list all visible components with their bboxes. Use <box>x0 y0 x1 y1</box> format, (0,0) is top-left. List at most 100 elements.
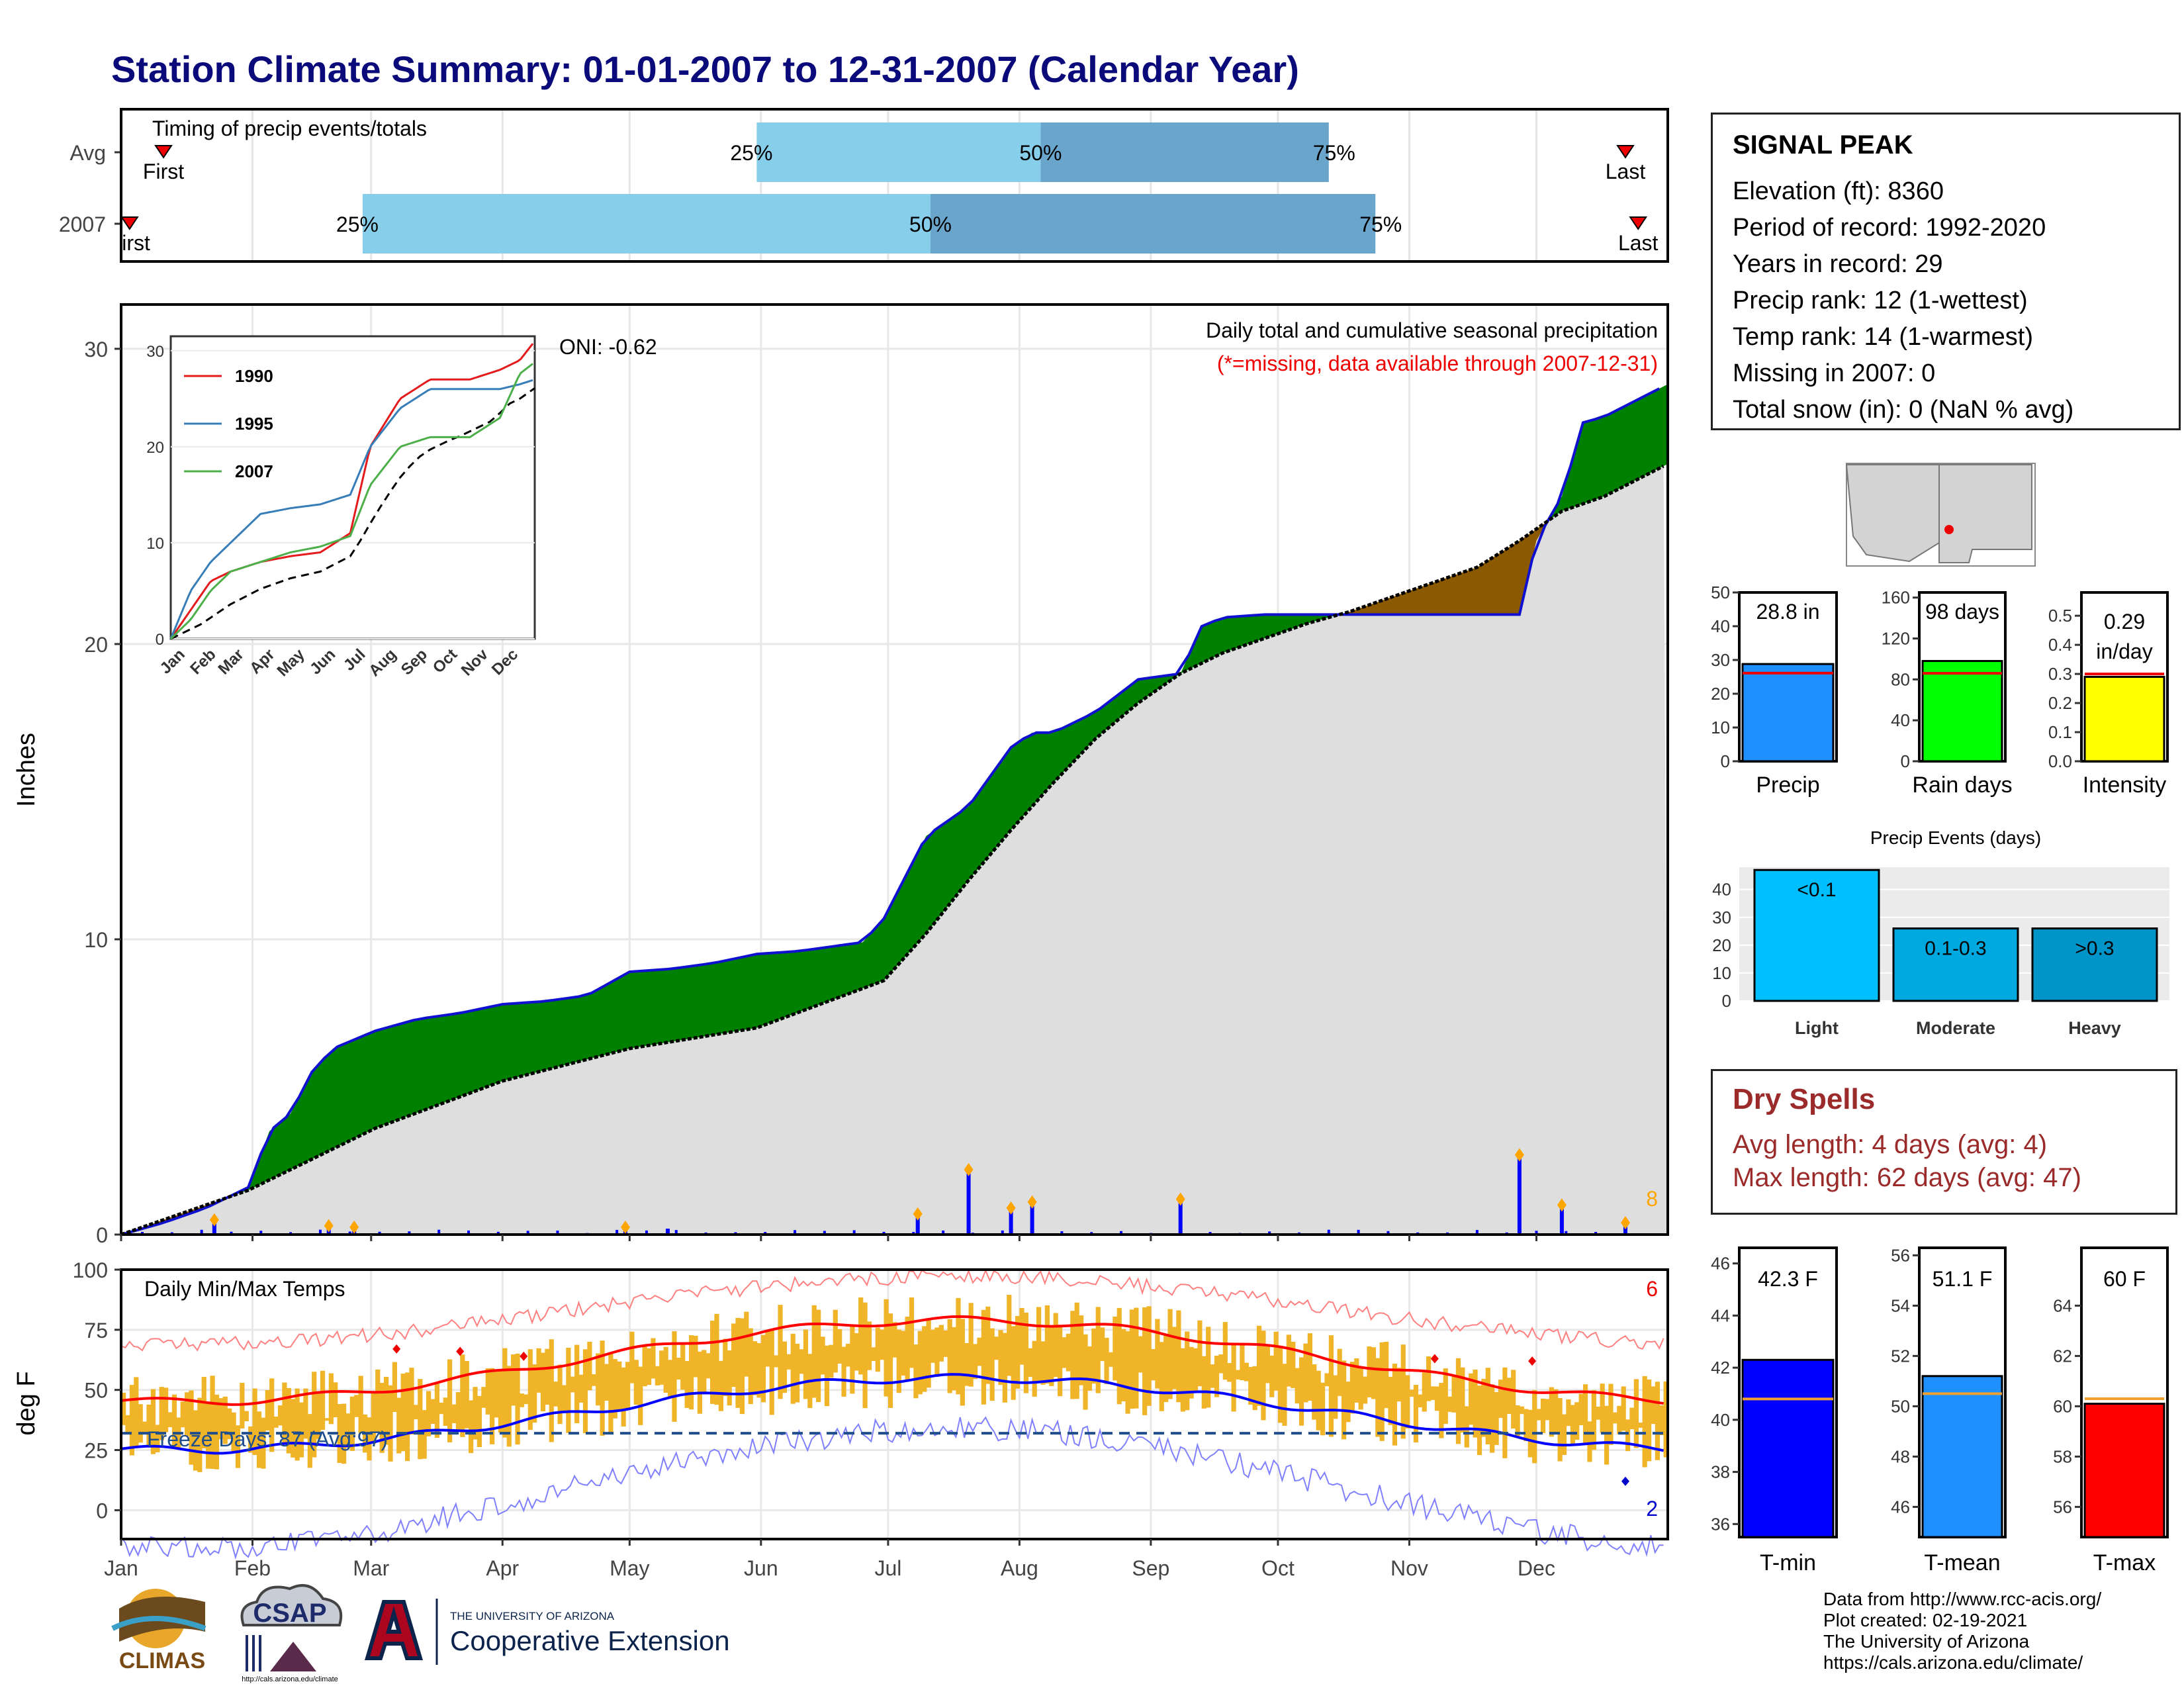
daily-temp-range-bar <box>1189 1346 1194 1399</box>
event-marker <box>1175 1192 1185 1206</box>
mini-ytick-label: 30 <box>1711 650 1730 670</box>
daily-temp-range-bar <box>282 1382 287 1444</box>
events-title: Precip Events (days) <box>1870 827 2041 848</box>
daily-temp-range-bar <box>1506 1378 1512 1414</box>
daily-temp-range-bar <box>566 1348 571 1433</box>
events-bar-label: >0.3 <box>2075 938 2114 960</box>
daily-temp-range-bar <box>367 1417 372 1461</box>
daily-temp-range-bar <box>778 1305 783 1399</box>
daily-temp-range-bar <box>490 1368 495 1444</box>
daily-temp-range-bar <box>964 1342 970 1386</box>
credit-line: The University of Arizona <box>1823 1631 2030 1652</box>
daily-temp-range-bar <box>1392 1364 1398 1446</box>
daily-temp-range-bar <box>477 1395 482 1448</box>
daily-temp-range-bar <box>1574 1402 1580 1440</box>
daily-temp-range-bar <box>934 1327 940 1377</box>
daily-temp-range-bar <box>337 1404 342 1464</box>
daily-temp-range-bar <box>1273 1331 1279 1391</box>
daily-temp-range-bar <box>1062 1337 1067 1368</box>
daily-temp-range-bar <box>328 1373 334 1425</box>
daily-temp-range-bar <box>320 1370 326 1430</box>
daily-temp-range-bar <box>269 1378 275 1452</box>
ua-big-text: Cooperative Extension <box>450 1625 730 1656</box>
daily-temp-range-bar <box>587 1341 592 1391</box>
daily-precip-bar <box>348 1231 351 1235</box>
mini-value-label: 28.8 in <box>1756 600 1819 624</box>
daily-temp-range-bar <box>1621 1386 1626 1431</box>
daily-temp-range-bar <box>1269 1355 1275 1397</box>
daily-precip-bar <box>200 1229 203 1235</box>
daily-precip-bar <box>1623 1230 1627 1235</box>
daily-temp-range-bar <box>515 1353 520 1445</box>
daily-temp-range-bar <box>1515 1405 1520 1436</box>
temp-ytick-label: 50 <box>84 1379 108 1403</box>
mini-ytick-label: 46 <box>1891 1497 1910 1517</box>
mini-ytick-label: 0.0 <box>2048 751 2072 771</box>
daily-temp-range-bar <box>866 1321 872 1370</box>
daily-temp-range-bar <box>1439 1383 1444 1438</box>
daily-temp-range-bar <box>1358 1366 1363 1410</box>
daily-temp-range-bar <box>527 1349 533 1430</box>
month-label: Jul <box>874 1556 901 1580</box>
freeze-days-label: Freeze Days: 87 (Avg:97) <box>147 1427 388 1451</box>
daily-temp-range-bar <box>498 1369 504 1433</box>
month-label: Feb <box>234 1556 271 1580</box>
daily-temp-range-bar <box>485 1368 490 1415</box>
mini-ytick-label: 56 <box>2053 1497 2072 1517</box>
daily-temp-range-bar <box>1079 1315 1084 1385</box>
daily-temp-range-bar <box>298 1402 304 1458</box>
daily-temp-range-bar <box>1066 1333 1071 1372</box>
daily-temp-range-bar <box>811 1305 817 1398</box>
daily-temp-range-bar <box>1240 1342 1245 1381</box>
daily-temp-range-bar <box>1494 1391 1499 1445</box>
daily-temp-range-bar <box>1083 1334 1088 1410</box>
mini-ytick-label: 160 <box>1882 588 1910 608</box>
mini-ytick-label: 60 <box>2053 1396 2072 1416</box>
mini-ytick-label: 42 <box>1711 1358 1730 1378</box>
event-marker <box>1006 1201 1016 1215</box>
mini-ytick-label: 46 <box>1711 1254 1730 1274</box>
daily-temp-range-bar <box>1434 1386 1440 1411</box>
daily-temp-range-bar <box>705 1353 711 1379</box>
daily-temp-range-bar <box>1091 1328 1097 1384</box>
climas-wave-icon <box>111 1616 206 1631</box>
daily-temp-range-bar <box>1498 1380 1504 1418</box>
daily-temp-range-bar <box>684 1361 690 1408</box>
daily-temp-range-bar <box>718 1360 723 1411</box>
timing-q75-label: 75% <box>1313 141 1355 165</box>
daily-temp-range-bar <box>189 1390 194 1465</box>
temp-ytick-label: 100 <box>73 1258 108 1282</box>
month-label: Jan <box>104 1556 138 1580</box>
daily-temp-range-bar <box>1256 1325 1262 1406</box>
daily-temp-range-bar <box>1053 1313 1058 1378</box>
page-title: Station Climate Summary: 01-01-2007 to 1… <box>111 48 1299 90</box>
daily-temp-range-bar <box>1545 1399 1550 1421</box>
daily-temp-range-bar <box>1422 1372 1427 1412</box>
daily-temp-range-bar <box>561 1385 567 1411</box>
mini-category-label: T-min <box>1760 1550 1816 1575</box>
daily-temp-range-bar <box>1167 1309 1173 1399</box>
daily-temp-range-bar <box>155 1425 160 1452</box>
daily-temp-range-bar <box>1451 1376 1457 1413</box>
daily-temp-range-bar <box>545 1348 550 1405</box>
daily-temp-range-bar <box>1210 1364 1215 1388</box>
daily-temp-range-bar <box>731 1323 737 1387</box>
record-high-line <box>120 1268 1664 1352</box>
daily-temp-range-bar <box>1367 1346 1372 1397</box>
daily-precip-bar <box>645 1230 648 1235</box>
daily-temp-range-bar <box>1578 1393 1584 1426</box>
daily-temp-range-bar <box>248 1426 253 1453</box>
daily-temp-range-bar <box>1235 1370 1241 1380</box>
daily-temp-range-bar <box>723 1338 728 1396</box>
daily-temp-range-bar <box>570 1376 575 1393</box>
daily-precip-bar <box>230 1231 233 1235</box>
daily-temp-range-bar <box>629 1331 635 1383</box>
events-ytick-label: 30 <box>1712 908 1731 927</box>
daily-temp-range-bar <box>451 1404 457 1423</box>
daily-temp-range-bar <box>1286 1335 1291 1387</box>
daily-temp-range-bar <box>760 1335 766 1403</box>
daily-temp-range-bar <box>434 1383 440 1438</box>
daily-temp-range-bar <box>1193 1348 1199 1391</box>
daily-temp-range-bar <box>688 1335 694 1410</box>
